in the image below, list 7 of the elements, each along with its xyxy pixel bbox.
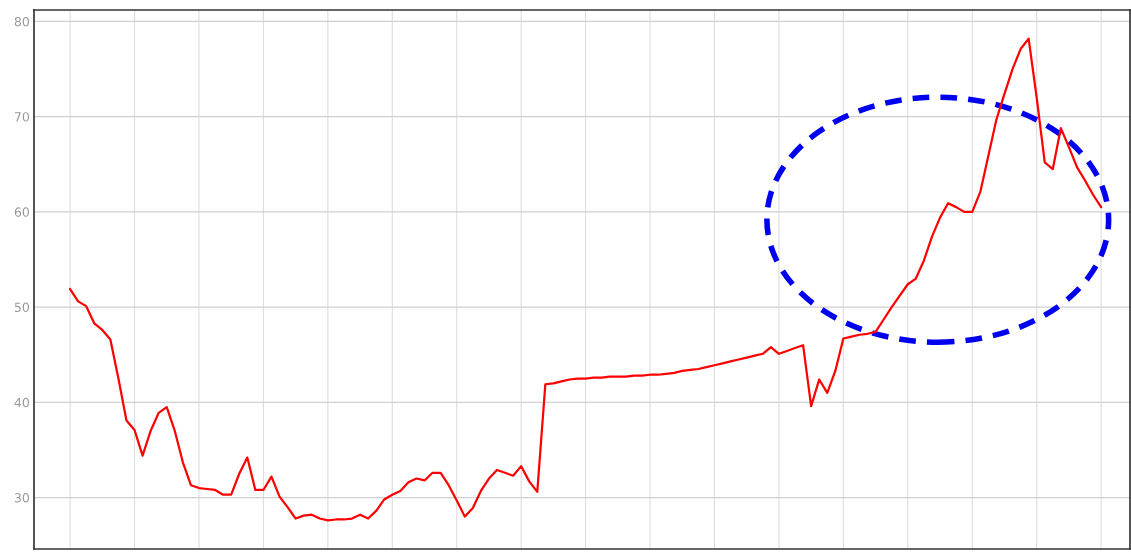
y-tick-label: 30 <box>14 493 29 503</box>
y-tick-label: 80 <box>14 16 29 27</box>
y-tick-label: 70 <box>14 112 29 122</box>
y-tick-label: 40 <box>14 397 29 408</box>
y-tick-label: 60 <box>14 207 29 217</box>
line-series <box>68 37 1103 522</box>
y-tick-label: 50 <box>14 302 29 313</box>
